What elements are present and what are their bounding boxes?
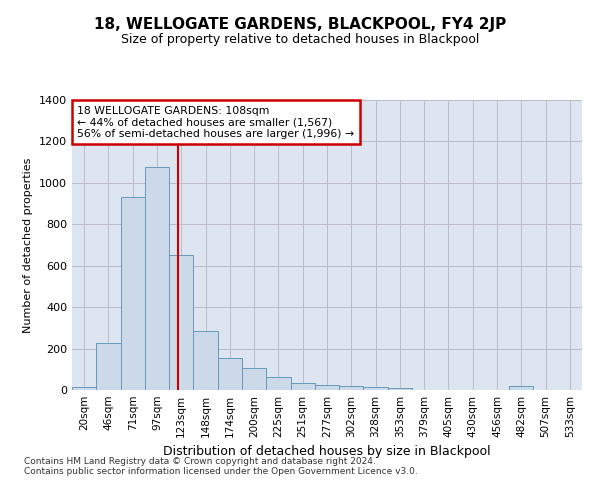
Bar (72, 387, 96, 390)
Y-axis label: Number of detached properties: Number of detached properties (23, 158, 34, 332)
Bar (121, 198, 145, 390)
Bar (388, 388, 412, 390)
Bar (290, 383, 315, 390)
Text: Contains HM Land Registry data © Crown copyright and database right 2024.: Contains HM Land Registry data © Crown c… (24, 457, 376, 466)
Text: 18 WELLOGATE GARDENS: 108sqm
← 44% of detached houses are smaller (1,567)
56% of: 18 WELLOGATE GARDENS: 108sqm ← 44% of de… (77, 106, 354, 139)
Bar (315, 385, 339, 390)
Bar (193, 331, 218, 390)
Bar (218, 358, 242, 390)
Bar (169, 256, 193, 390)
Bar (96, 344, 121, 390)
Bar (364, 387, 388, 390)
Bar (242, 368, 266, 390)
Bar (339, 386, 364, 390)
Text: Size of property relative to detached houses in Blackpool: Size of property relative to detached ho… (121, 32, 479, 46)
X-axis label: Distribution of detached houses by size in Blackpool: Distribution of detached houses by size … (163, 446, 491, 458)
Text: 18, WELLOGATE GARDENS, BLACKPOOL, FY4 2JP: 18, WELLOGATE GARDENS, BLACKPOOL, FY4 2J… (94, 18, 506, 32)
Bar (145, 168, 169, 390)
Text: Contains public sector information licensed under the Open Government Licence v3: Contains public sector information licen… (24, 467, 418, 476)
Bar (266, 376, 290, 390)
Bar (509, 386, 533, 390)
